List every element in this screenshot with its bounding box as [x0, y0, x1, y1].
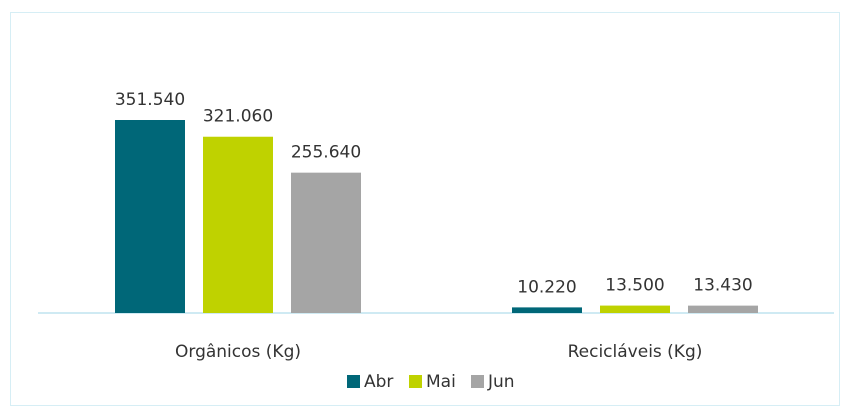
- bar: [115, 120, 185, 313]
- legend-label: Mai: [426, 372, 456, 392]
- bar: [291, 172, 361, 313]
- legend-label: Abr: [364, 372, 393, 392]
- x-tick-label: Orgânicos (Kg): [175, 342, 301, 362]
- data-label: 13.430: [693, 276, 752, 296]
- legend-swatch: [471, 375, 484, 388]
- bar: [512, 307, 582, 313]
- data-label: 10.220: [517, 277, 576, 297]
- x-tick-label: Recicláveis (Kg): [568, 342, 703, 362]
- data-label: 321.060: [203, 107, 273, 127]
- bar: [688, 305, 758, 313]
- data-label: 255.640: [291, 143, 361, 163]
- data-label: 13.500: [605, 276, 664, 296]
- bar: [203, 136, 273, 313]
- data-label: 351.540: [115, 90, 185, 110]
- bar: [600, 305, 670, 313]
- legend-label: Jun: [487, 372, 515, 392]
- legend-swatch: [347, 375, 360, 388]
- legend-swatch: [409, 375, 422, 388]
